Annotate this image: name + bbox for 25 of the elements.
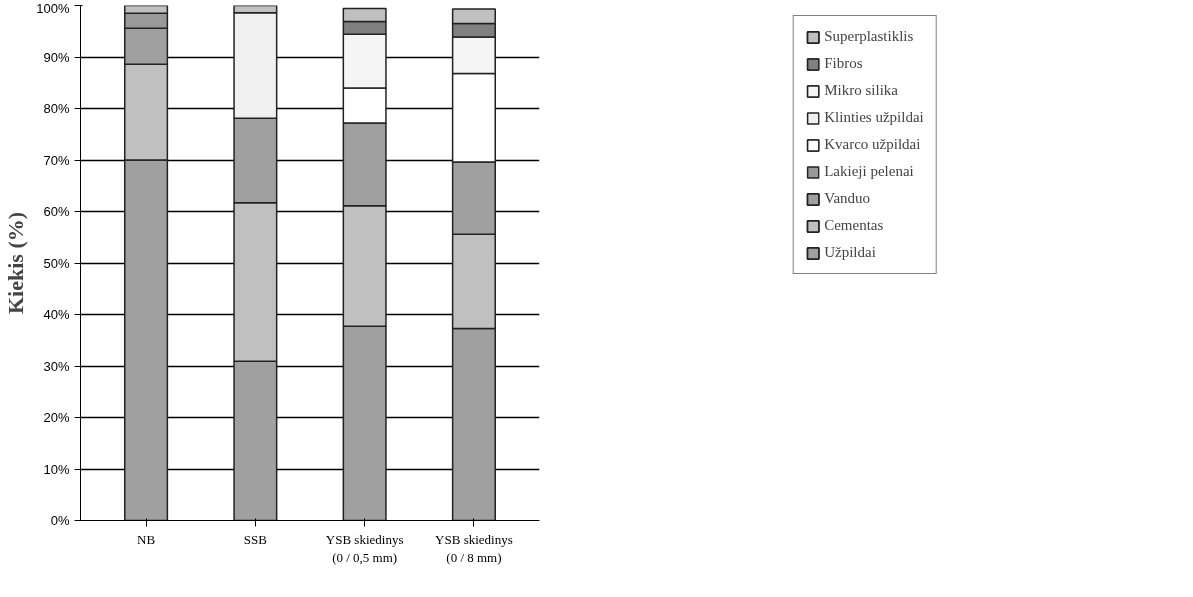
legend-label: Cementas <box>824 217 884 234</box>
y-tick-label: 100% <box>36 0 70 16</box>
y-tick-label: 90% <box>43 49 70 65</box>
y-tick-label: 10% <box>43 461 70 477</box>
legend-label: Superplastiklis <box>824 28 914 45</box>
y-tick-label: 80% <box>43 101 70 116</box>
x-tick-label: SSB <box>243 531 268 547</box>
legend-label: Mikro silika <box>824 82 898 99</box>
legend-label: Lakieji pelenai <box>824 163 914 180</box>
y-tick-label: 40% <box>43 307 70 322</box>
legend-label: Kvarco užpildai <box>824 136 921 153</box>
y-tick-label: 20% <box>43 410 70 425</box>
y-tick-label: 0% <box>50 513 70 528</box>
y-tick-label: 50% <box>43 255 70 271</box>
y-axis-title: Kiekis (%) <box>3 211 29 315</box>
y-tick-label: 70% <box>43 152 70 168</box>
legend-label: Klinties užpildai <box>824 109 924 126</box>
y-tick-label: 30% <box>43 358 70 374</box>
x-tick-label: NB <box>137 531 156 547</box>
x-tick-label: YSB skiedinys (0 / 0,5 mm) <box>325 531 404 565</box>
legend-label: Vanduo <box>824 190 871 207</box>
y-tick-label: 60% <box>43 204 70 219</box>
legend-label: Užpildai <box>824 244 876 261</box>
x-tick-label: YSB skiedinys (0 / 8 mm) <box>435 531 513 565</box>
legend-label: Fibros <box>824 55 863 72</box>
